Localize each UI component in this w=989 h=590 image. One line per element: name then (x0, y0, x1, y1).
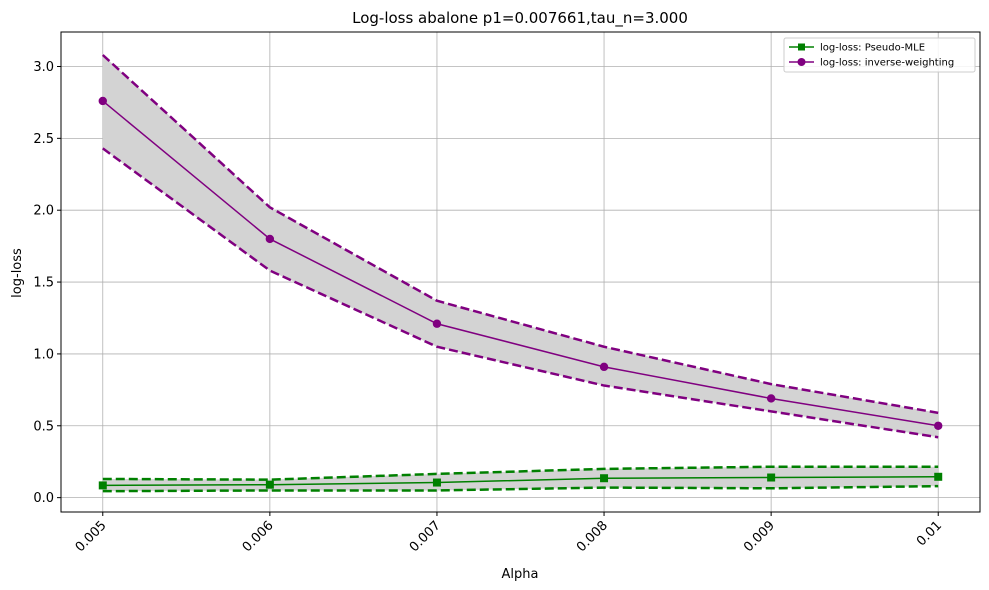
legend-box (783, 37, 976, 73)
x-tick-label: 0.005 (73, 518, 110, 555)
y-tick-label: 0.5 (33, 419, 54, 434)
data-point (265, 480, 274, 489)
data-point (98, 96, 107, 106)
lower-bound-line (102, 484, 939, 493)
data-point (934, 472, 943, 481)
data-point (934, 421, 943, 430)
data-point (766, 394, 776, 403)
y-tick-label: 1.5 (33, 276, 54, 291)
x-tick-label: 0.01 (914, 518, 945, 549)
x-tick-label: 0.008 (574, 518, 611, 555)
chart-title: Log-loss abalone p1=0.007661,tau_n=3.000 (352, 9, 688, 28)
data-point (599, 362, 609, 372)
band-1 (102, 54, 939, 438)
data-point (432, 478, 441, 487)
x-tick-label: 0.007 (407, 518, 444, 555)
data-point (432, 319, 442, 328)
upper-bound-line (102, 465, 939, 481)
x-axis-label: Alpha (502, 567, 539, 582)
series-line (102, 100, 939, 427)
series-lines (98, 54, 943, 493)
y-tick-label: 0.0 (33, 491, 54, 506)
legend-label: log-loss: inverse-weighting (820, 58, 954, 69)
upper-bound-line (101, 54, 939, 415)
data-point (98, 481, 107, 490)
y-axis-label: log-loss (10, 248, 25, 298)
x-tick-label: 0.006 (240, 518, 277, 555)
y-tick-label: 2.0 (33, 204, 54, 219)
lower-bound-line (102, 147, 939, 439)
data-point (767, 473, 776, 482)
series-line (102, 476, 939, 487)
y-tick-label: 3.0 (33, 60, 54, 75)
legend-label: log-loss: Pseudo-MLE (820, 43, 925, 54)
legend: log-loss: Pseudo-MLE log-loss: inverse-we… (783, 37, 976, 73)
legend-marker (797, 58, 806, 66)
y-tick-label: 2.5 (33, 132, 54, 147)
legend-marker (798, 43, 805, 51)
y-tick-label: 1.0 (33, 347, 54, 362)
plot-frame (60, 31, 981, 513)
band-0 (102, 466, 939, 492)
x-tick-label: 0.009 (741, 518, 778, 555)
data-point (600, 474, 609, 483)
data-point (265, 234, 275, 244)
grid (61, 32, 980, 512)
